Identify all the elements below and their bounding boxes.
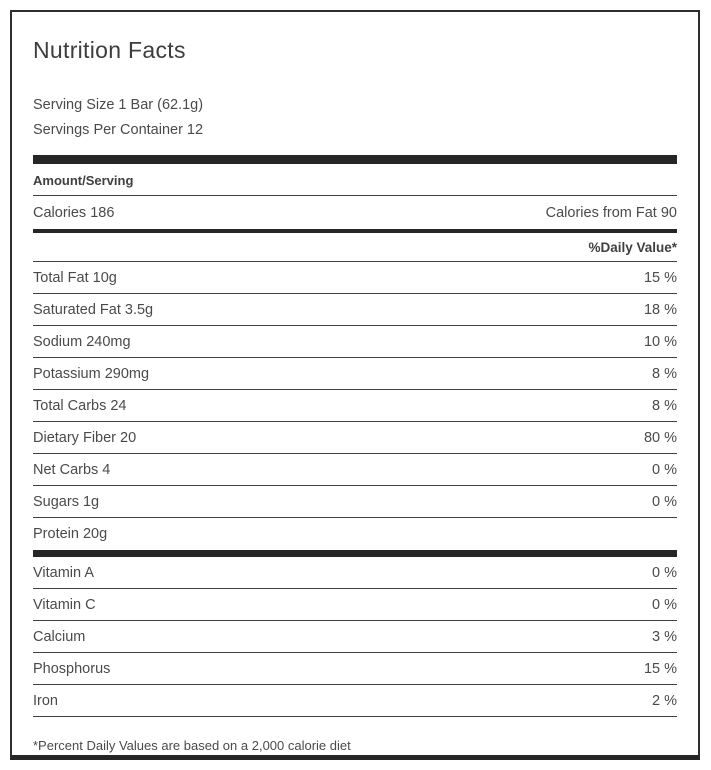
nutrient-daily-value: 0 % (652, 564, 677, 581)
serving-size-text: Serving Size 1 Bar (62.1g) (33, 97, 204, 113)
nutrient-row: Phosphorus 15 % (33, 653, 677, 685)
nutrient-row: Calcium 3 % (33, 621, 677, 653)
nutrients-section: Total Fat 10g 15 % Saturated Fat 3.5g 18 % S… (33, 262, 677, 550)
nutrient-name: Vitamin C (33, 596, 96, 613)
nutrient-daily-value: 15 % (643, 269, 677, 286)
daily-value-footnote: *Percent Daily Values are based on a 2,0… (33, 738, 351, 753)
nutrient-row: Total Carbs 24 8 % (33, 390, 677, 422)
vitamins-section: Vitamin A 0 % Vitamin C 0 % Calcium 3 % Phosph… (33, 557, 677, 717)
nutrition-facts-label: Nutrition Facts Serving Size 1 Bar (62.1… (10, 10, 700, 760)
nutrient-name: Total Carbs 24 (33, 397, 127, 414)
serving-info: Serving Size 1 Bar (62.1g) Servings Per … (33, 93, 677, 143)
nutrient-row: Potassium 290mg 8 % (33, 358, 677, 390)
nutrient-name: Calcium (33, 628, 86, 645)
nutrient-name: Phosphorus (33, 660, 111, 677)
nutrient-name: Protein 20g (33, 526, 108, 542)
nutrient-name: Potassium 290mg (33, 365, 150, 382)
nutrient-daily-value: 2 % (652, 692, 677, 709)
nutrient-daily-value: 0 % (652, 493, 677, 510)
nutrient-daily-value: 80 % (643, 429, 677, 446)
daily-value-header: %Daily Value* (33, 233, 677, 262)
separator-bar-calories (33, 229, 677, 233)
nutrient-daily-value: 8 % (652, 397, 677, 414)
nutrient-row: Sugars 1g 0 % (33, 486, 677, 518)
label-title: Nutrition Facts (33, 37, 186, 63)
nutrient-name: Dietary Fiber 20 (33, 429, 137, 446)
nutrient-daily-value: 18 % (643, 301, 677, 318)
nutrient-daily-value: 15 % (643, 660, 677, 677)
nutrient-row: Dietary Fiber 20 80 % (33, 422, 677, 454)
nutrient-name: Total Fat 10g (33, 269, 117, 286)
nutrient-row: Iron 2 % (33, 685, 677, 717)
calories-from-fat-value: Calories from Fat 90 (545, 204, 677, 221)
calories-row: Calories 186 Calories from Fat 90 (33, 196, 677, 229)
nutrient-daily-value: 8 % (652, 365, 677, 382)
nutrient-name: Sodium 240mg (33, 333, 131, 350)
nutrient-name: Saturated Fat 3.5g (33, 301, 154, 318)
nutrient-daily-value: 0 % (652, 596, 677, 613)
nutrient-row: Protein 20g (33, 518, 677, 550)
servings-per-container-text: Servings Per Container 12 (33, 122, 204, 138)
amount-serving-header: Amount/Serving (33, 164, 677, 196)
nutrient-row: Vitamin C 0 % (33, 589, 677, 621)
nutrient-name: Vitamin A (33, 564, 94, 581)
nutrient-row: Sodium 240mg 10 % (33, 326, 677, 358)
nutrient-row: Saturated Fat 3.5g 18 % (33, 294, 677, 326)
separator-bar-top (33, 155, 677, 164)
nutrient-name: Iron (33, 692, 58, 709)
nutrient-daily-value: 0 % (652, 461, 677, 478)
separator-bar-vitamins (33, 550, 677, 557)
nutrient-row: Total Fat 10g 15 % (33, 262, 677, 294)
nutrient-name: Net Carbs 4 (33, 461, 111, 478)
nutrient-row: Vitamin A 0 % (33, 557, 677, 589)
nutrient-row: Net Carbs 4 0 % (33, 454, 677, 486)
calories-value: Calories 186 (33, 204, 115, 221)
nutrient-daily-value: 10 % (643, 333, 677, 350)
nutrient-name: Sugars 1g (33, 493, 100, 510)
nutrient-daily-value: 3 % (652, 628, 677, 645)
